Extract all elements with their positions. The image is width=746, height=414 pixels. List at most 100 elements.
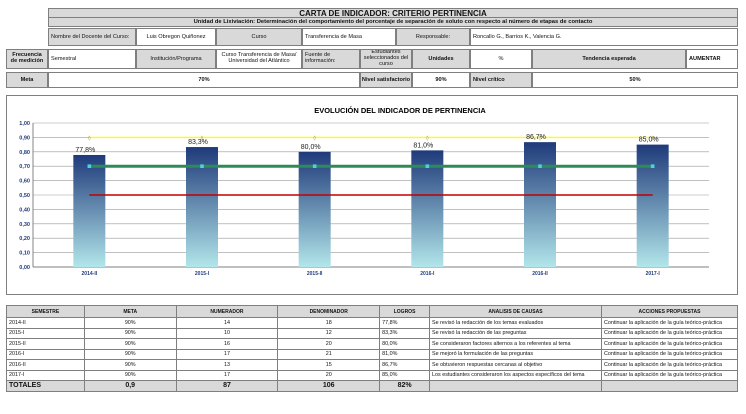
y-tick-label: 0,20 xyxy=(19,236,30,242)
table-cell: 13 xyxy=(175,359,279,371)
estudiantes-label: Estudiantes seleccionados del curso xyxy=(360,49,412,69)
table-cell: 12 xyxy=(277,327,381,339)
table-cell: 77,8% xyxy=(379,317,431,329)
marker-diamond: ◊ xyxy=(651,134,654,141)
unidades-value: % xyxy=(470,49,532,69)
y-tick-label: 1,00 xyxy=(19,121,30,127)
y-axis-ticks: 0,00 0,10 0,20 0,30 0,40 0,50 0,60 0,70 0,80 0,90… xyxy=(19,121,30,271)
y-tick-label: 0,00 xyxy=(19,265,30,271)
chart-panel: EVOLUCIÓN DEL INDICADOR DE PERTINENCIA 0… xyxy=(6,95,738,295)
marker-diamond: ◊ xyxy=(88,134,91,141)
table-row: 2017-I 90% 17 20 85,0% Los estudiantes consid… xyxy=(6,369,739,381)
table-cell: 85,0% xyxy=(379,369,431,381)
fuente-label: Fuente de información: xyxy=(302,49,360,69)
table-row: 2015-I 90% 10 12 83,3% Se revisó la redacción… xyxy=(6,327,739,339)
totals-cell xyxy=(600,380,739,392)
table-cell: 2015-II xyxy=(6,338,85,350)
data-label: 83,3% xyxy=(188,139,208,146)
marker-diamond: ◊ xyxy=(201,134,204,141)
table-cell: Se revisó la redacción de los temas eval… xyxy=(429,317,602,329)
meta-label: Meta xyxy=(6,72,48,88)
table-cell: Continuar la aplicación de la guía teóri… xyxy=(600,348,739,360)
data-label: 81,0% xyxy=(413,142,433,149)
responsable-label: Responsable: xyxy=(396,28,470,46)
table-row: 2016-II 90% 13 15 86,7% Se obtuvieron respues… xyxy=(6,359,739,371)
x-tick-label: 2015-II xyxy=(307,271,323,277)
bar xyxy=(411,150,444,267)
table-cell: 90% xyxy=(83,327,177,339)
institucion-label: Institución/Programa xyxy=(136,49,216,69)
marker-square xyxy=(425,164,430,168)
marker-square xyxy=(650,164,655,168)
table-cell: 17 xyxy=(175,369,279,381)
table-cell: Se obtuvieron respuestas cercanas al obj… xyxy=(429,359,602,371)
totals-cell: 87 xyxy=(175,380,279,392)
docente-value: Luis Obregon Quiñonez xyxy=(136,28,216,46)
column-header: ANALISIS DE CAUSAS xyxy=(429,305,602,318)
table-cell: 10 xyxy=(175,327,279,339)
table-cell: 90% xyxy=(83,369,177,381)
tendencia-value: AUMENTAR xyxy=(686,49,738,69)
table-cell: 20 xyxy=(277,338,381,350)
table-cell: 16 xyxy=(175,338,279,350)
table-cell: 2016-I xyxy=(6,348,85,360)
table-cell: Se mejoró la formulación de las pregunta… xyxy=(429,348,602,360)
table-cell: 2015-I xyxy=(6,327,85,339)
table-cell: Se consideraron factores alternos a los … xyxy=(429,338,602,350)
curso-label: Curso xyxy=(216,28,302,46)
table-cell: 81,0% xyxy=(379,348,431,360)
curso-value: Transferencia de Masa xyxy=(302,28,396,46)
table-cell: Continuar la aplicación de la guía teóri… xyxy=(600,359,739,371)
table-cell: Continuar la aplicación de la guía teóri… xyxy=(600,317,739,329)
column-header: META xyxy=(83,305,177,318)
totals-cell: 106 xyxy=(277,380,381,392)
data-label: 77,8% xyxy=(75,147,95,154)
table-row: 2014-II 90% 14 18 77,8% Se revisó la redacció… xyxy=(6,317,739,329)
table-cell: 20 xyxy=(277,369,381,381)
frecuencia-value: Semestral xyxy=(48,49,136,69)
table-cell: 86,7% xyxy=(379,359,431,371)
marker-diamond: ◊ xyxy=(426,134,429,141)
table-cell: 17 xyxy=(175,348,279,360)
marker-diamond: ◊ xyxy=(539,134,542,141)
tendencia-label: Tendencia esperada xyxy=(532,49,686,69)
column-header: LOGROS xyxy=(379,305,431,318)
marker-square xyxy=(87,164,92,168)
data-label: 80,0% xyxy=(301,144,321,151)
table-cell: Continuar la aplicación de la guía teóri… xyxy=(600,338,739,350)
column-header: ACCIONES PROPUESTAS xyxy=(600,305,739,318)
table-cell: Continuar la aplicación de la guía teóri… xyxy=(600,369,739,381)
table-cell: Continuar la aplicación de la guía teóri… xyxy=(600,327,739,339)
responsable-value: Roncallo G., Barrios K., Valencia G. xyxy=(470,28,738,46)
x-tick-label: 2016-I xyxy=(420,271,435,277)
table-cell: Los estudiantes consideraron los aspecto… xyxy=(429,369,602,381)
table-cell: 90% xyxy=(83,359,177,371)
frecuencia-label: Frecuencia de medición xyxy=(6,49,48,69)
x-tick-label: 2015-I xyxy=(195,271,210,277)
bar xyxy=(636,144,669,267)
table-cell: 80,0% xyxy=(379,338,431,350)
y-tick-label: 0,40 xyxy=(19,207,30,213)
docente-label: Nombre del Docente del Curso: xyxy=(48,28,136,46)
totals-cell: TOTALES xyxy=(6,380,85,392)
y-tick-label: 0,80 xyxy=(19,150,30,156)
marker-square xyxy=(312,164,317,168)
table-cell: 90% xyxy=(83,317,177,329)
bar xyxy=(73,154,106,267)
satisfactorio-value: 90% xyxy=(412,72,470,88)
bar xyxy=(524,142,556,267)
chart-title: EVOLUCIÓN DEL INDICADOR DE PERTINENCIA xyxy=(314,106,486,115)
unidades-label: Unidades xyxy=(412,49,470,69)
data-label: 85,0% xyxy=(639,137,659,144)
table-cell: 14 xyxy=(175,317,279,329)
table-cell: 2014-II xyxy=(6,317,85,329)
table-cell: Se revisó la redacción de las preguntas xyxy=(429,327,602,339)
report-subtitle: Unidad de Lixiviación: Determinación del… xyxy=(48,17,738,27)
column-header: SEMESTRE xyxy=(6,305,85,318)
table-cell: 90% xyxy=(83,338,177,350)
reference-lines: ◊ ◊ ◊ ◊ ◊ ◊ xyxy=(87,134,655,196)
totals-row: TOTALES 0,9 87 106 82% xyxy=(6,380,739,392)
marker-square xyxy=(200,164,204,168)
pertinencia-chart: EVOLUCIÓN DEL INDICADOR DE PERTINENCIA 0… xyxy=(19,106,709,277)
x-tick-label: 2014-II xyxy=(82,271,98,277)
